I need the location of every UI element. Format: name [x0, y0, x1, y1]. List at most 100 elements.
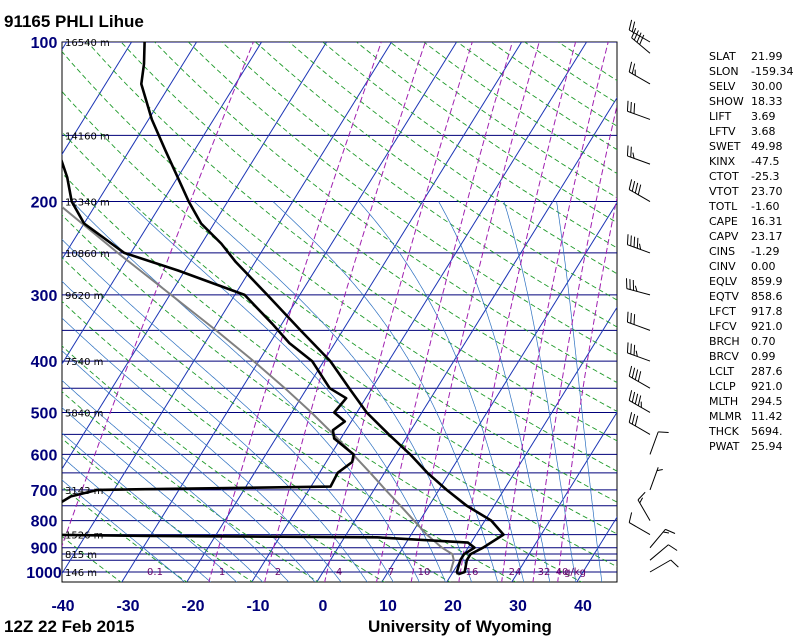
pressure-tick-label: 600	[31, 447, 58, 464]
moist-adiabat-line	[62, 456, 212, 582]
wind-barb-feather	[631, 391, 636, 403]
index-row: LFCV 921.0	[709, 319, 800, 334]
index-value: 49.98	[751, 140, 783, 153]
temperature-tick-label: 10	[379, 598, 397, 615]
mixing-ratio-line	[532, 103, 617, 582]
mixing-ratio-label: 7	[388, 567, 394, 578]
isotherm-line	[62, 42, 328, 470]
wind-barb	[626, 311, 651, 331]
mixing-ratio-label: 0.1	[147, 567, 163, 578]
index-value: 859.9	[751, 275, 783, 288]
index-value: 921.0	[751, 380, 783, 393]
index-value: -1.29	[751, 245, 780, 258]
moist-adiabat-line	[62, 407, 264, 582]
isotherm-line	[62, 42, 133, 156]
moist-adiabat-line	[438, 201, 551, 582]
footer-date: 12Z 22 Feb 2015	[4, 617, 135, 636]
moist-adiabat-line	[62, 350, 316, 582]
pressure-tick-label: 100	[31, 35, 58, 52]
isotherm-line	[62, 42, 198, 261]
wind-barb-staff	[628, 522, 651, 536]
wind-barb	[631, 28, 651, 54]
wind-barb	[626, 100, 651, 120]
index-key: PWAT	[709, 440, 740, 453]
index-key: LCLP	[709, 380, 736, 393]
wind-barb-staff	[649, 544, 669, 561]
index-value: 23.70	[751, 185, 783, 198]
pressure-tick-label: 1000	[26, 565, 62, 582]
wind-barb-feather	[628, 179, 633, 190]
wind-barb-feather	[658, 431, 669, 433]
wind-barb-feather	[633, 103, 636, 114]
dry-adiabat-line	[62, 437, 254, 582]
dewpoint-profile-line	[62, 157, 476, 575]
wind-barb-staff	[631, 37, 651, 54]
height-label: 10860 m	[65, 249, 110, 260]
footer-source: University of Wyoming	[368, 617, 552, 636]
wind-barb-feather	[634, 182, 639, 194]
wind-barb-feather	[628, 61, 633, 73]
temperature-tick-label: 30	[509, 598, 527, 615]
index-value: 23.17	[751, 230, 783, 243]
wind-barb-staff	[649, 529, 666, 549]
wind-barb	[649, 528, 676, 549]
wind-barb	[626, 145, 651, 165]
index-key: MLMR	[709, 410, 742, 423]
wind-barb-staff	[627, 352, 651, 362]
height-label: 815 m	[65, 550, 97, 561]
wind-barb-staff	[628, 29, 651, 43]
dry-adiabat-line	[62, 172, 617, 568]
wind-barb-staff	[627, 110, 651, 120]
wind-barb-staff	[649, 467, 659, 491]
pressure-tick-label: 200	[31, 195, 58, 212]
pressure-tick-label: 500	[31, 405, 58, 422]
dry-adiabat-line	[62, 50, 617, 472]
pressure-tick-label: 300	[31, 288, 58, 305]
temperature-tick-label: 20	[444, 598, 462, 615]
wind-barb-staff	[637, 499, 651, 521]
background-grid	[62, 42, 617, 582]
pressure-tick-label: 900	[31, 541, 58, 558]
moist-adiabat-line	[71, 201, 420, 582]
wind-barbs	[626, 19, 679, 573]
moist-adiabat-line	[556, 201, 603, 582]
index-row: LCLP 921.0	[709, 379, 800, 394]
dry-adiabat-line	[62, 300, 451, 582]
height-label: 146 m	[65, 568, 97, 579]
index-value: 30.00	[751, 80, 783, 93]
wind-barb-feather	[632, 152, 635, 159]
wind-barb-feather	[656, 469, 663, 472]
isotherm-line	[62, 42, 393, 575]
index-row: TOTL -1.60	[709, 199, 800, 214]
wind-barb-feather	[639, 497, 644, 504]
mixing-ratio-line	[410, 42, 540, 582]
dry-adiabat-line	[62, 486, 188, 582]
chart-title: 91165 PHLI Lihue	[4, 12, 144, 31]
wind-barb	[628, 365, 651, 389]
index-row: CINV 0.00	[709, 259, 800, 274]
wind-barb-feather	[639, 243, 642, 250]
wind-barb	[626, 234, 651, 254]
wind-barb-feather	[634, 285, 638, 292]
index-key: CTOT	[709, 170, 739, 183]
wind-barb	[628, 19, 651, 43]
dry-adiabat-line	[62, 345, 385, 582]
height-label: 14160 m	[65, 131, 110, 142]
wind-barb-staff	[628, 400, 651, 413]
wind-barb-feather	[628, 390, 633, 401]
index-row: EQLV 859.9	[709, 274, 800, 289]
index-key: SWET	[709, 140, 741, 153]
wind-barb-feather	[626, 311, 629, 323]
index-key: CINV	[709, 260, 736, 273]
wind-barb-feather	[634, 415, 639, 427]
index-value: -25.3	[751, 170, 780, 183]
isotherm-line	[511, 411, 617, 582]
index-key: TOTL	[709, 200, 738, 213]
wind-barb-feather	[636, 32, 642, 43]
wind-barb-staff	[626, 288, 651, 296]
wind-barb-feather	[631, 367, 636, 379]
sounding-profiles	[62, 42, 505, 576]
index-key: VTOT	[709, 185, 739, 198]
pressure-tick-label: 800	[31, 514, 58, 531]
